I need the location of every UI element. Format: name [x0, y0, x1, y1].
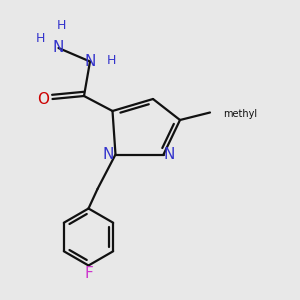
Text: N: N [84, 54, 96, 69]
Text: N: N [53, 40, 64, 56]
Text: N: N [163, 147, 175, 162]
Text: N: N [102, 147, 114, 162]
Text: H: H [36, 32, 45, 46]
Text: F: F [84, 266, 93, 280]
Text: H: H [106, 53, 116, 67]
Text: methyl: methyl [224, 109, 258, 119]
Text: H: H [57, 19, 66, 32]
Text: O: O [38, 92, 50, 106]
